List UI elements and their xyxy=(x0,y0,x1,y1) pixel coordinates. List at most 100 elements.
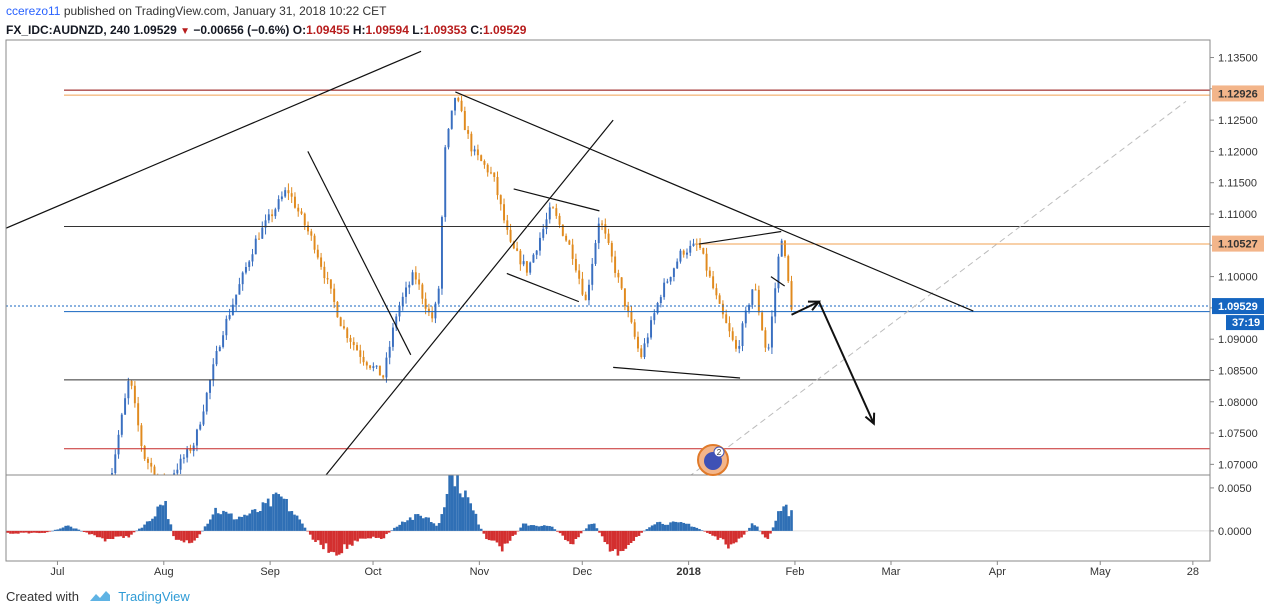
candle xyxy=(744,306,747,328)
candle-body xyxy=(708,270,711,277)
histogram-bar xyxy=(211,514,215,531)
candle-body xyxy=(721,303,724,315)
histogram-bar xyxy=(329,530,333,552)
candle-body xyxy=(199,424,202,430)
candle xyxy=(630,305,633,324)
candle xyxy=(640,344,643,359)
histogram-bar xyxy=(385,530,388,535)
tradingview-link[interactable]: TradingView xyxy=(118,589,190,604)
candle xyxy=(489,166,492,175)
candle xyxy=(359,344,362,364)
candle-body xyxy=(378,365,381,376)
histogram-bar xyxy=(692,526,696,531)
histogram-bar xyxy=(264,503,267,531)
candle xyxy=(173,469,176,475)
histogram-bar xyxy=(277,494,281,531)
candle-body xyxy=(349,338,352,342)
candle-body xyxy=(251,254,254,262)
candle-body xyxy=(574,258,577,271)
candle-body xyxy=(447,128,450,148)
candle xyxy=(721,300,724,319)
candle xyxy=(702,247,705,255)
candle-body xyxy=(339,317,342,327)
histogram-bar xyxy=(243,514,246,531)
histogram-bar xyxy=(500,530,504,552)
candle xyxy=(480,154,483,162)
histogram-bar xyxy=(356,530,359,542)
candle xyxy=(251,248,254,267)
candle xyxy=(329,279,332,294)
histogram-bar xyxy=(656,522,659,531)
author-link[interactable]: ccerezo11 xyxy=(6,4,61,18)
candle xyxy=(352,337,355,351)
time-tick-label: Mar xyxy=(882,566,901,578)
candle-body xyxy=(751,289,754,305)
candle xyxy=(519,249,522,271)
candle-body xyxy=(496,176,499,196)
histogram-bar xyxy=(11,530,15,534)
histogram-bar xyxy=(729,530,733,545)
trendline xyxy=(325,119,614,475)
candle xyxy=(287,183,290,201)
candle-body xyxy=(431,312,434,319)
candle-body xyxy=(316,249,319,258)
last-price: 1.09529 xyxy=(133,23,177,37)
candle-body xyxy=(731,331,734,340)
candle xyxy=(597,217,600,250)
candle xyxy=(218,345,221,352)
histogram-bar xyxy=(571,530,575,545)
histogram-bar xyxy=(542,525,546,531)
candle-body xyxy=(120,414,123,435)
candle-body xyxy=(258,238,260,240)
candle-body xyxy=(212,364,215,381)
histogram-bar xyxy=(579,530,583,534)
symbol-label[interactable]: FX_IDC:AUDNZD, 240 xyxy=(6,23,131,37)
histogram-bar xyxy=(721,530,725,540)
histogram-bar xyxy=(59,528,62,531)
candle-body xyxy=(231,304,234,315)
histogram-bar xyxy=(400,521,404,531)
candle xyxy=(195,428,198,452)
price-badge xyxy=(1212,85,1264,102)
histogram-bar xyxy=(482,530,486,534)
candle xyxy=(692,238,695,247)
candle xyxy=(378,365,381,376)
candle-body xyxy=(215,351,218,365)
histogram-bar xyxy=(663,524,667,531)
histogram-bar xyxy=(545,525,549,531)
candle xyxy=(591,257,594,291)
candle xyxy=(473,145,476,156)
histogram-bar xyxy=(677,522,680,531)
candle-body xyxy=(761,312,764,331)
trendline xyxy=(513,188,600,212)
histogram-bar xyxy=(64,525,68,531)
earnings-event-icon[interactable]: 2 xyxy=(697,444,729,476)
candle xyxy=(460,95,463,113)
histogram-bar xyxy=(406,520,409,531)
candle-body xyxy=(463,110,466,131)
candle xyxy=(731,327,734,342)
publish-line: ccerezo11 published on TradingView.com, … xyxy=(6,4,1206,19)
candle-body xyxy=(499,195,502,205)
histogram-bar xyxy=(377,530,380,538)
histogram-bar xyxy=(537,526,541,531)
histogram-bar xyxy=(658,521,662,531)
histogram-bar xyxy=(222,510,225,531)
histogram-bar xyxy=(711,530,714,536)
candle xyxy=(372,362,375,372)
histogram-bar xyxy=(464,490,467,531)
candle xyxy=(450,110,453,130)
histogram-bar xyxy=(340,530,344,554)
candle xyxy=(636,331,639,352)
histogram-bar xyxy=(424,517,428,531)
created-with-text: Created with xyxy=(6,589,79,604)
candle xyxy=(176,463,179,475)
candle xyxy=(231,298,234,316)
histogram-bar xyxy=(761,530,764,535)
histogram-bar xyxy=(574,530,578,539)
oscillator-tick-label: 0.0000 xyxy=(1218,526,1252,538)
price-tick-label: 1.08500 xyxy=(1218,365,1258,377)
candle-body xyxy=(369,365,372,368)
candle-body xyxy=(271,214,274,217)
